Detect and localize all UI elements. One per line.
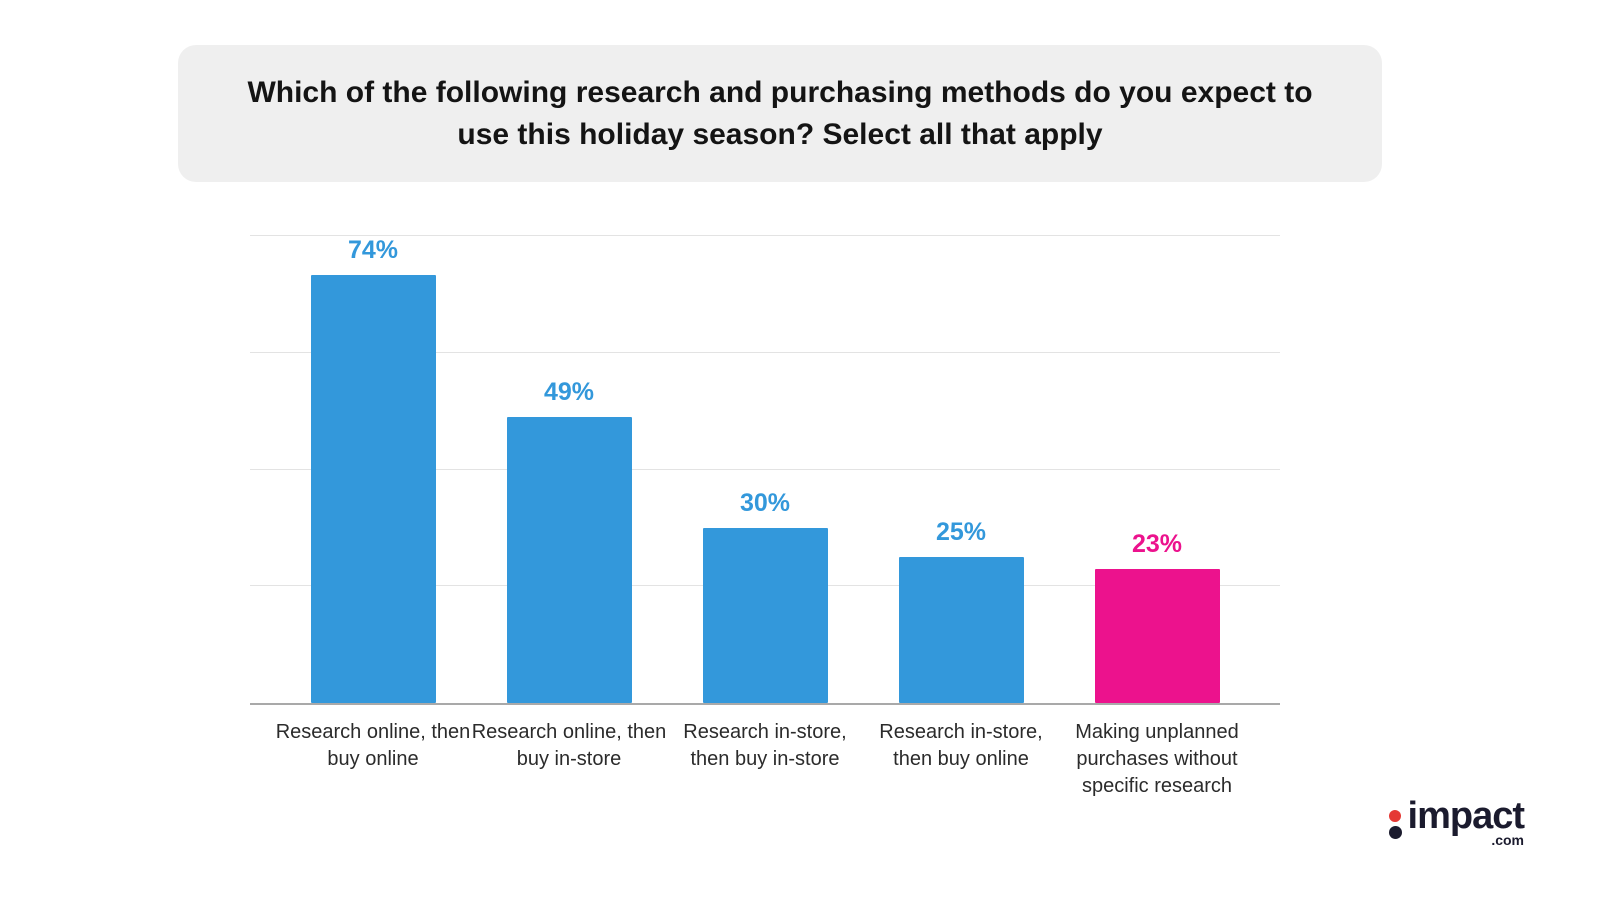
- impact-logo: impact .com: [1388, 795, 1525, 848]
- bar-group: 25% Research in-store, then buy online: [863, 236, 1059, 770]
- bar-group: 23% Making unplanned purchases without sp…: [1059, 236, 1255, 797]
- logo-dark-dot-icon: [1388, 826, 1402, 839]
- category-label: Research online, then buy in-store: [471, 721, 667, 770]
- bar-value-label: 74%: [347, 236, 399, 264]
- gridline: [250, 351, 1280, 353]
- bar-group: 49% Research online, then buy in-store: [471, 236, 667, 770]
- bar-value-label: 30%: [739, 488, 791, 517]
- logo-word: impact: [1407, 795, 1525, 838]
- impact-logo-text: impact .com: [1407, 795, 1525, 848]
- bar-group: 74% Research online, then buy online: [275, 236, 471, 770]
- logo-suffix: .com: [1491, 831, 1524, 848]
- category-label: Research in-store, then buy online: [879, 721, 1043, 770]
- bars-row: 74% Research online, then buy online 49% Re…: [275, 236, 1255, 797]
- bar: [898, 557, 1024, 703]
- bar-value-label: 23%: [1131, 529, 1183, 558]
- gridline: [250, 235, 1280, 236]
- impact-logo-icon: [1388, 810, 1402, 848]
- bar: [702, 527, 828, 703]
- gridline: [250, 468, 1280, 470]
- chart-title-box: Which of the following research and purc…: [178, 45, 1382, 182]
- category-label: Research online, then buy online: [275, 721, 471, 770]
- category-label: Research in-store, then buy in-store: [683, 721, 847, 770]
- bar: [310, 275, 436, 703]
- bar-value-label: 49%: [543, 377, 595, 406]
- bar-value-label: 25%: [935, 518, 987, 547]
- category-label: Making unplanned purchases without speci…: [1075, 721, 1239, 797]
- chart-title: Which of the following research and purc…: [247, 75, 1313, 151]
- bar: [506, 416, 632, 703]
- bar-group: 30% Research in-store, then buy in-store: [667, 236, 863, 770]
- logo-red-dot-icon: [1389, 810, 1402, 822]
- bar: [1094, 568, 1220, 703]
- bar-chart: 74% Research online, then buy online 49% Re…: [250, 222, 1280, 797]
- x-axis-line: [250, 703, 1280, 705]
